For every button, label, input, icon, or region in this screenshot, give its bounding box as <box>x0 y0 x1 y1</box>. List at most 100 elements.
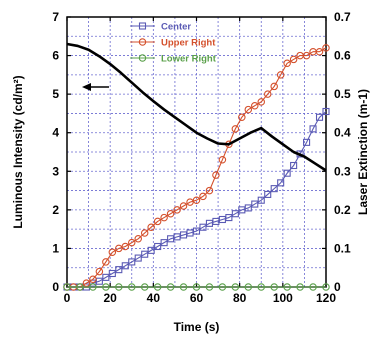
upper-right-point <box>192 196 201 204</box>
right-y-axis-title: Laser Extinction (m-1) <box>356 89 370 215</box>
upper-right-point <box>179 202 188 210</box>
legend-label: Center <box>161 22 191 33</box>
upper-right-point <box>322 44 330 52</box>
right-y-tick-label: 0.4 <box>334 126 351 140</box>
center-point <box>283 169 291 177</box>
lower-right-point <box>102 283 110 291</box>
upper-right-point <box>82 279 91 287</box>
right-y-tick-label: 0.6 <box>334 49 351 63</box>
upper-right-point <box>166 209 175 218</box>
center-point <box>231 210 239 218</box>
upper-right-point <box>160 213 168 222</box>
center-point <box>115 266 123 274</box>
upper-right-point <box>199 192 207 201</box>
x-tick-label: 0 <box>64 291 71 305</box>
lower-right-point <box>205 283 214 291</box>
upper-right-point <box>95 267 104 276</box>
x-tick-label: 120 <box>316 291 336 305</box>
right-y-tick-label: 0.2 <box>334 203 351 217</box>
series-line-upper-right <box>67 47 327 288</box>
upper-right-point <box>289 55 298 64</box>
lower-right-point <box>140 283 149 291</box>
center-point <box>277 179 285 187</box>
upper-right-point <box>102 258 110 266</box>
lower-right-point <box>231 283 240 291</box>
center-point <box>290 161 298 170</box>
arrow-head <box>82 83 91 91</box>
upper-right-point <box>276 71 285 79</box>
lower-right-point <box>257 283 265 291</box>
upper-right-point <box>115 244 123 253</box>
upper-right-point <box>244 105 253 114</box>
right-y-tick-label: 0.3 <box>334 164 351 178</box>
upper-right-point <box>186 198 194 206</box>
upper-right-point <box>153 217 162 226</box>
lower-right-point <box>63 283 71 291</box>
lower-right-point <box>283 283 291 291</box>
left-y-tick-label: 7 <box>52 10 59 24</box>
lower-right-point <box>309 283 317 291</box>
lower-right-point <box>322 283 330 291</box>
lower-right-point <box>192 283 201 291</box>
legend-lower-right-point <box>138 54 147 62</box>
right-y-tick-label: 0.7 <box>334 10 351 24</box>
center-point <box>270 185 278 193</box>
center-point <box>141 250 149 258</box>
center-point <box>257 196 265 204</box>
center-point <box>102 273 110 281</box>
x-tick-label: 40 <box>147 291 161 305</box>
center-point <box>121 262 129 270</box>
upper-right-point <box>173 206 181 214</box>
lower-right-point <box>166 283 175 291</box>
center-point <box>251 200 259 208</box>
lower-right-point <box>76 283 84 291</box>
upper-right-point <box>257 98 265 106</box>
lower-right-point <box>179 283 188 291</box>
legend-entry-lower-right: Lower Right <box>130 54 217 65</box>
upper-right-point <box>315 47 324 56</box>
x-tick-label: 60 <box>190 291 204 305</box>
center-point <box>160 239 168 247</box>
right-y-tick-label: 0.5 <box>334 87 351 101</box>
left-y-axis-title: Luminous Intensity (cd/m²) <box>11 75 25 228</box>
left-y-tick-label: 6 <box>52 49 59 63</box>
legend-label: Upper Right <box>161 38 216 49</box>
upper-right-point <box>212 171 220 179</box>
series-luminous-intensity <box>66 42 327 172</box>
series-layer <box>63 42 330 291</box>
upper-right-point <box>147 223 155 231</box>
center-point <box>244 204 252 212</box>
legend-entry-upper-right: Upper Right <box>130 38 216 49</box>
legend: Center Upper Right Lower Right <box>130 22 217 65</box>
upper-right-point <box>108 248 117 257</box>
upper-right-point <box>128 238 136 247</box>
center-point <box>264 190 272 198</box>
upper-right-point <box>302 51 311 60</box>
center-point <box>303 138 311 146</box>
center-point <box>322 107 330 116</box>
x-tick-label: 100 <box>273 291 293 305</box>
series-upper-right <box>63 44 330 291</box>
ticks: 0 20 40 60 80 100 1200123456700.10.20.30.40.50… <box>52 10 351 305</box>
x-tick-label: 80 <box>233 291 247 305</box>
legend-center-point <box>138 22 147 30</box>
legend-upper-right-point <box>138 38 147 46</box>
left-y-tick-label: 1 <box>52 241 59 255</box>
upper-right-point <box>205 186 214 195</box>
left-y-tick-label: 2 <box>52 203 59 217</box>
lower-right-point <box>89 283 97 291</box>
left-y-tick-label: 0 <box>52 280 59 294</box>
center-point <box>95 277 103 285</box>
center-point <box>154 242 162 251</box>
center-point <box>147 246 155 254</box>
lower-right-point <box>115 283 123 291</box>
center-point <box>315 113 324 121</box>
series-lower-right <box>63 283 330 291</box>
center-point <box>134 254 142 262</box>
x-tick-label: 20 <box>103 291 117 305</box>
lower-right-point <box>128 283 136 291</box>
arrow-annotation <box>82 83 109 91</box>
upper-right-point <box>121 242 130 251</box>
center-point <box>225 214 233 222</box>
